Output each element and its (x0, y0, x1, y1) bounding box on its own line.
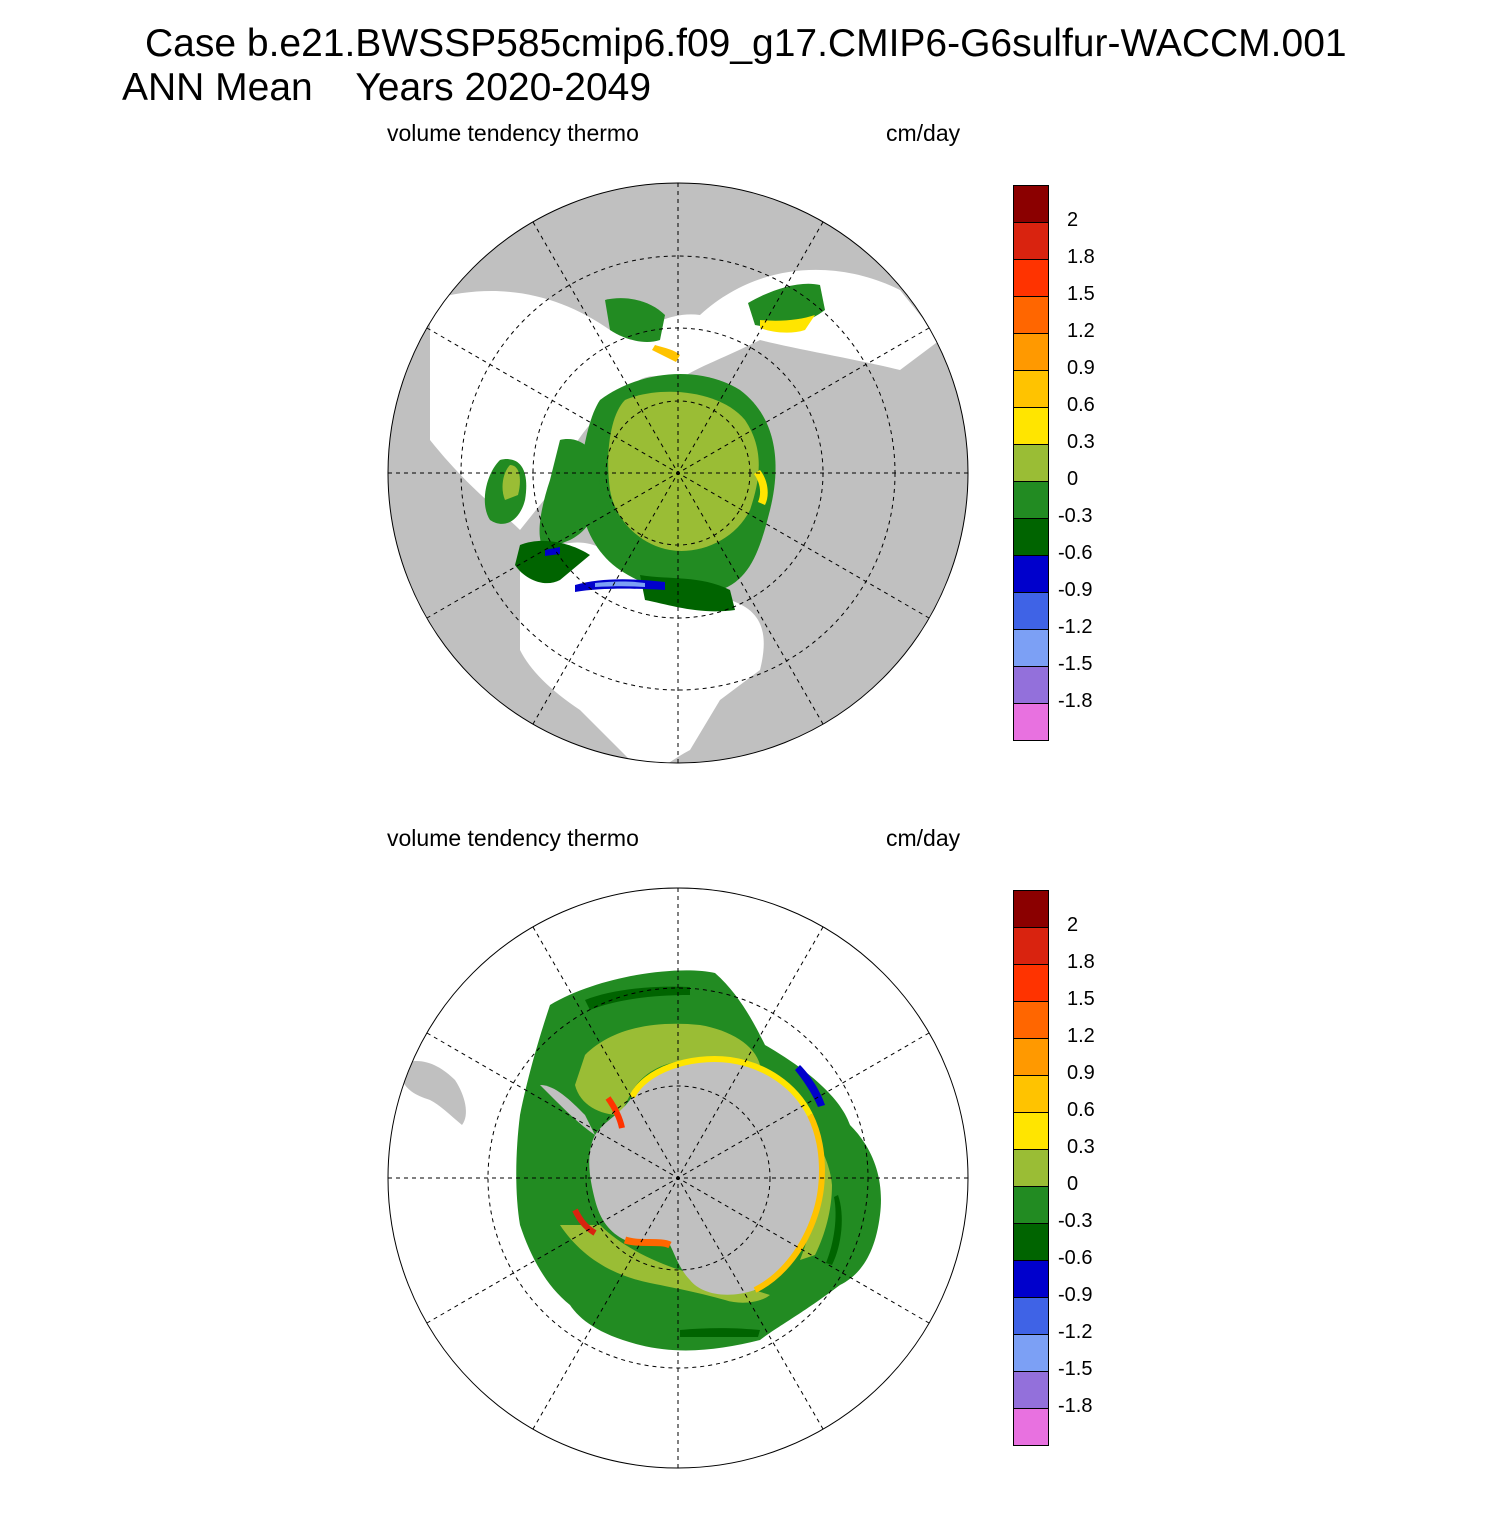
strong-melt-core (595, 581, 645, 587)
coastal-growth-east (753, 1113, 825, 1293)
colorbar-segment (1013, 592, 1049, 629)
colorbar-segment (1013, 666, 1049, 703)
colorbar-segment (1013, 185, 1049, 222)
labrador-sea-ice (515, 540, 590, 584)
colorbar-tick-label: -1.5 (1058, 1358, 1093, 1380)
colorbar-tick-label: -1.8 (1058, 1395, 1093, 1417)
colorbar-tick-label: 1.8 (1067, 246, 1095, 268)
colorbar-tick-label: -1.2 (1058, 1321, 1093, 1343)
map-boundary (387, 887, 969, 1469)
colorbar-segment (1013, 222, 1049, 259)
graticule (388, 888, 968, 1468)
graticule (388, 183, 968, 763)
weddell-outer-band (585, 986, 690, 1010)
colorbar (1013, 185, 1049, 741)
colorbar-segment (1013, 964, 1049, 1001)
coastal-growth-amundsen (572, 1208, 597, 1236)
figure-title: Case b.e21.BWSSP585cmip6.f09_g17.CMIP6-G… (145, 22, 1347, 65)
north-polar-panel: volume tendency thermo cm/day (0, 110, 1500, 810)
colorbar-segment (1013, 296, 1049, 333)
map-boundary (387, 182, 969, 764)
bering-sea-ice (605, 298, 665, 342)
colorbar-segment (1013, 1371, 1049, 1408)
colorbar-segment (1013, 1260, 1049, 1297)
colorbar (1013, 890, 1049, 1446)
colorbar-segment (1013, 1112, 1049, 1149)
colorbar-segment (1013, 555, 1049, 592)
panel-units-label: cm/day (886, 120, 961, 146)
figure-subtitle: ANN Mean Years 2020-2049 (122, 66, 652, 109)
colorbar-tick-label: 0 (1067, 1173, 1079, 1195)
panel-units-label: cm/day (886, 825, 961, 851)
colorbar-segment (1013, 703, 1049, 741)
colorbar-tick-label: 1.2 (1067, 320, 1095, 342)
colorbar-segment (1013, 927, 1049, 964)
kara-ice-edge (754, 470, 768, 505)
colorbar-tick-label: -1.5 (1058, 653, 1093, 675)
colorbar-segment (1013, 259, 1049, 296)
okhotsk-sea-ice (748, 283, 825, 327)
colorbar-tick-label: 1.8 (1067, 951, 1095, 973)
colorbar-tick-label: 0.6 (1067, 394, 1095, 416)
south-polar-panel: volume tendency thermo cm/day (0, 815, 1500, 1515)
central-arctic-ice (608, 391, 759, 551)
colorbar-segment (1013, 1075, 1049, 1112)
colorbar-tick-label: 2 (1067, 914, 1079, 936)
south-polar-map (387, 887, 969, 1469)
baffin-bay-ice (539, 439, 600, 550)
antarctica-land (589, 1059, 822, 1295)
colorbar-segment (1013, 1223, 1049, 1260)
colorbar-tick-label: 0 (1067, 468, 1079, 490)
colorbar-tick-label: -0.3 (1058, 505, 1093, 527)
colorbar-tick-label: 2 (1067, 209, 1079, 231)
colorbar-segment (1013, 890, 1049, 927)
coastal-growth-weddell (629, 1056, 813, 1117)
colorbar-tick-label: -0.6 (1058, 1247, 1093, 1269)
colorbar-tick-label: 0.3 (1067, 431, 1095, 453)
colorbar-tick-label: 0.9 (1067, 1062, 1095, 1084)
colorbar-segment (1013, 1408, 1049, 1446)
colorbar-tick-label: 1.5 (1067, 988, 1095, 1010)
colorbar-segment (1013, 518, 1049, 555)
colorbar-tick-label: 0.9 (1067, 357, 1095, 379)
indian-outer-band (826, 1195, 842, 1265)
colorbar-segment (1013, 333, 1049, 370)
colorbar-tick-label: 0.6 (1067, 1099, 1095, 1121)
colorbar-tick-label: 1.5 (1067, 283, 1095, 305)
colorbar-segment (1013, 370, 1049, 407)
colorbar-segment (1013, 407, 1049, 444)
colorbar-tick-label: -0.6 (1058, 542, 1093, 564)
colorbar-tick-label: -1.2 (1058, 616, 1093, 638)
pacific-outer-band (680, 1328, 760, 1337)
colorbar-segment (1013, 629, 1049, 666)
colorbar-tick-label: -0.9 (1058, 579, 1093, 601)
colorbar-segment (1013, 1149, 1049, 1186)
south-america-land (400, 1060, 466, 1125)
colorbar-tick-label: -1.8 (1058, 690, 1093, 712)
labrador-strong-loss (545, 547, 560, 556)
colorbar-segment (1013, 1001, 1049, 1038)
colorbar-tick-label: -0.9 (1058, 1284, 1093, 1306)
colorbar-tick-label: 0.3 (1067, 1136, 1095, 1158)
colorbar-segment (1013, 481, 1049, 518)
hudson-bay-center (502, 465, 520, 500)
north-polar-map (387, 182, 969, 764)
coastal-growth-peninsula (605, 1096, 625, 1129)
colorbar-segment (1013, 1297, 1049, 1334)
okhotsk-ice-edge (760, 315, 815, 333)
colorbar-tick-label: -0.3 (1058, 1210, 1093, 1232)
colorbar-segment (1013, 1186, 1049, 1223)
colorbar-segment (1013, 1334, 1049, 1371)
weddell-sea-ice (575, 1023, 760, 1115)
panel-variable-label: volume tendency thermo (387, 120, 639, 146)
coastal-growth-ross (623, 1236, 672, 1249)
panel-variable-label: volume tendency thermo (387, 825, 639, 851)
colorbar-tick-label: 1.2 (1067, 1025, 1095, 1047)
colorbar-segment (1013, 444, 1049, 481)
strong-melt-strip (795, 1065, 825, 1107)
colorbar-segment (1013, 1038, 1049, 1075)
bering-ice-edge (652, 345, 680, 362)
